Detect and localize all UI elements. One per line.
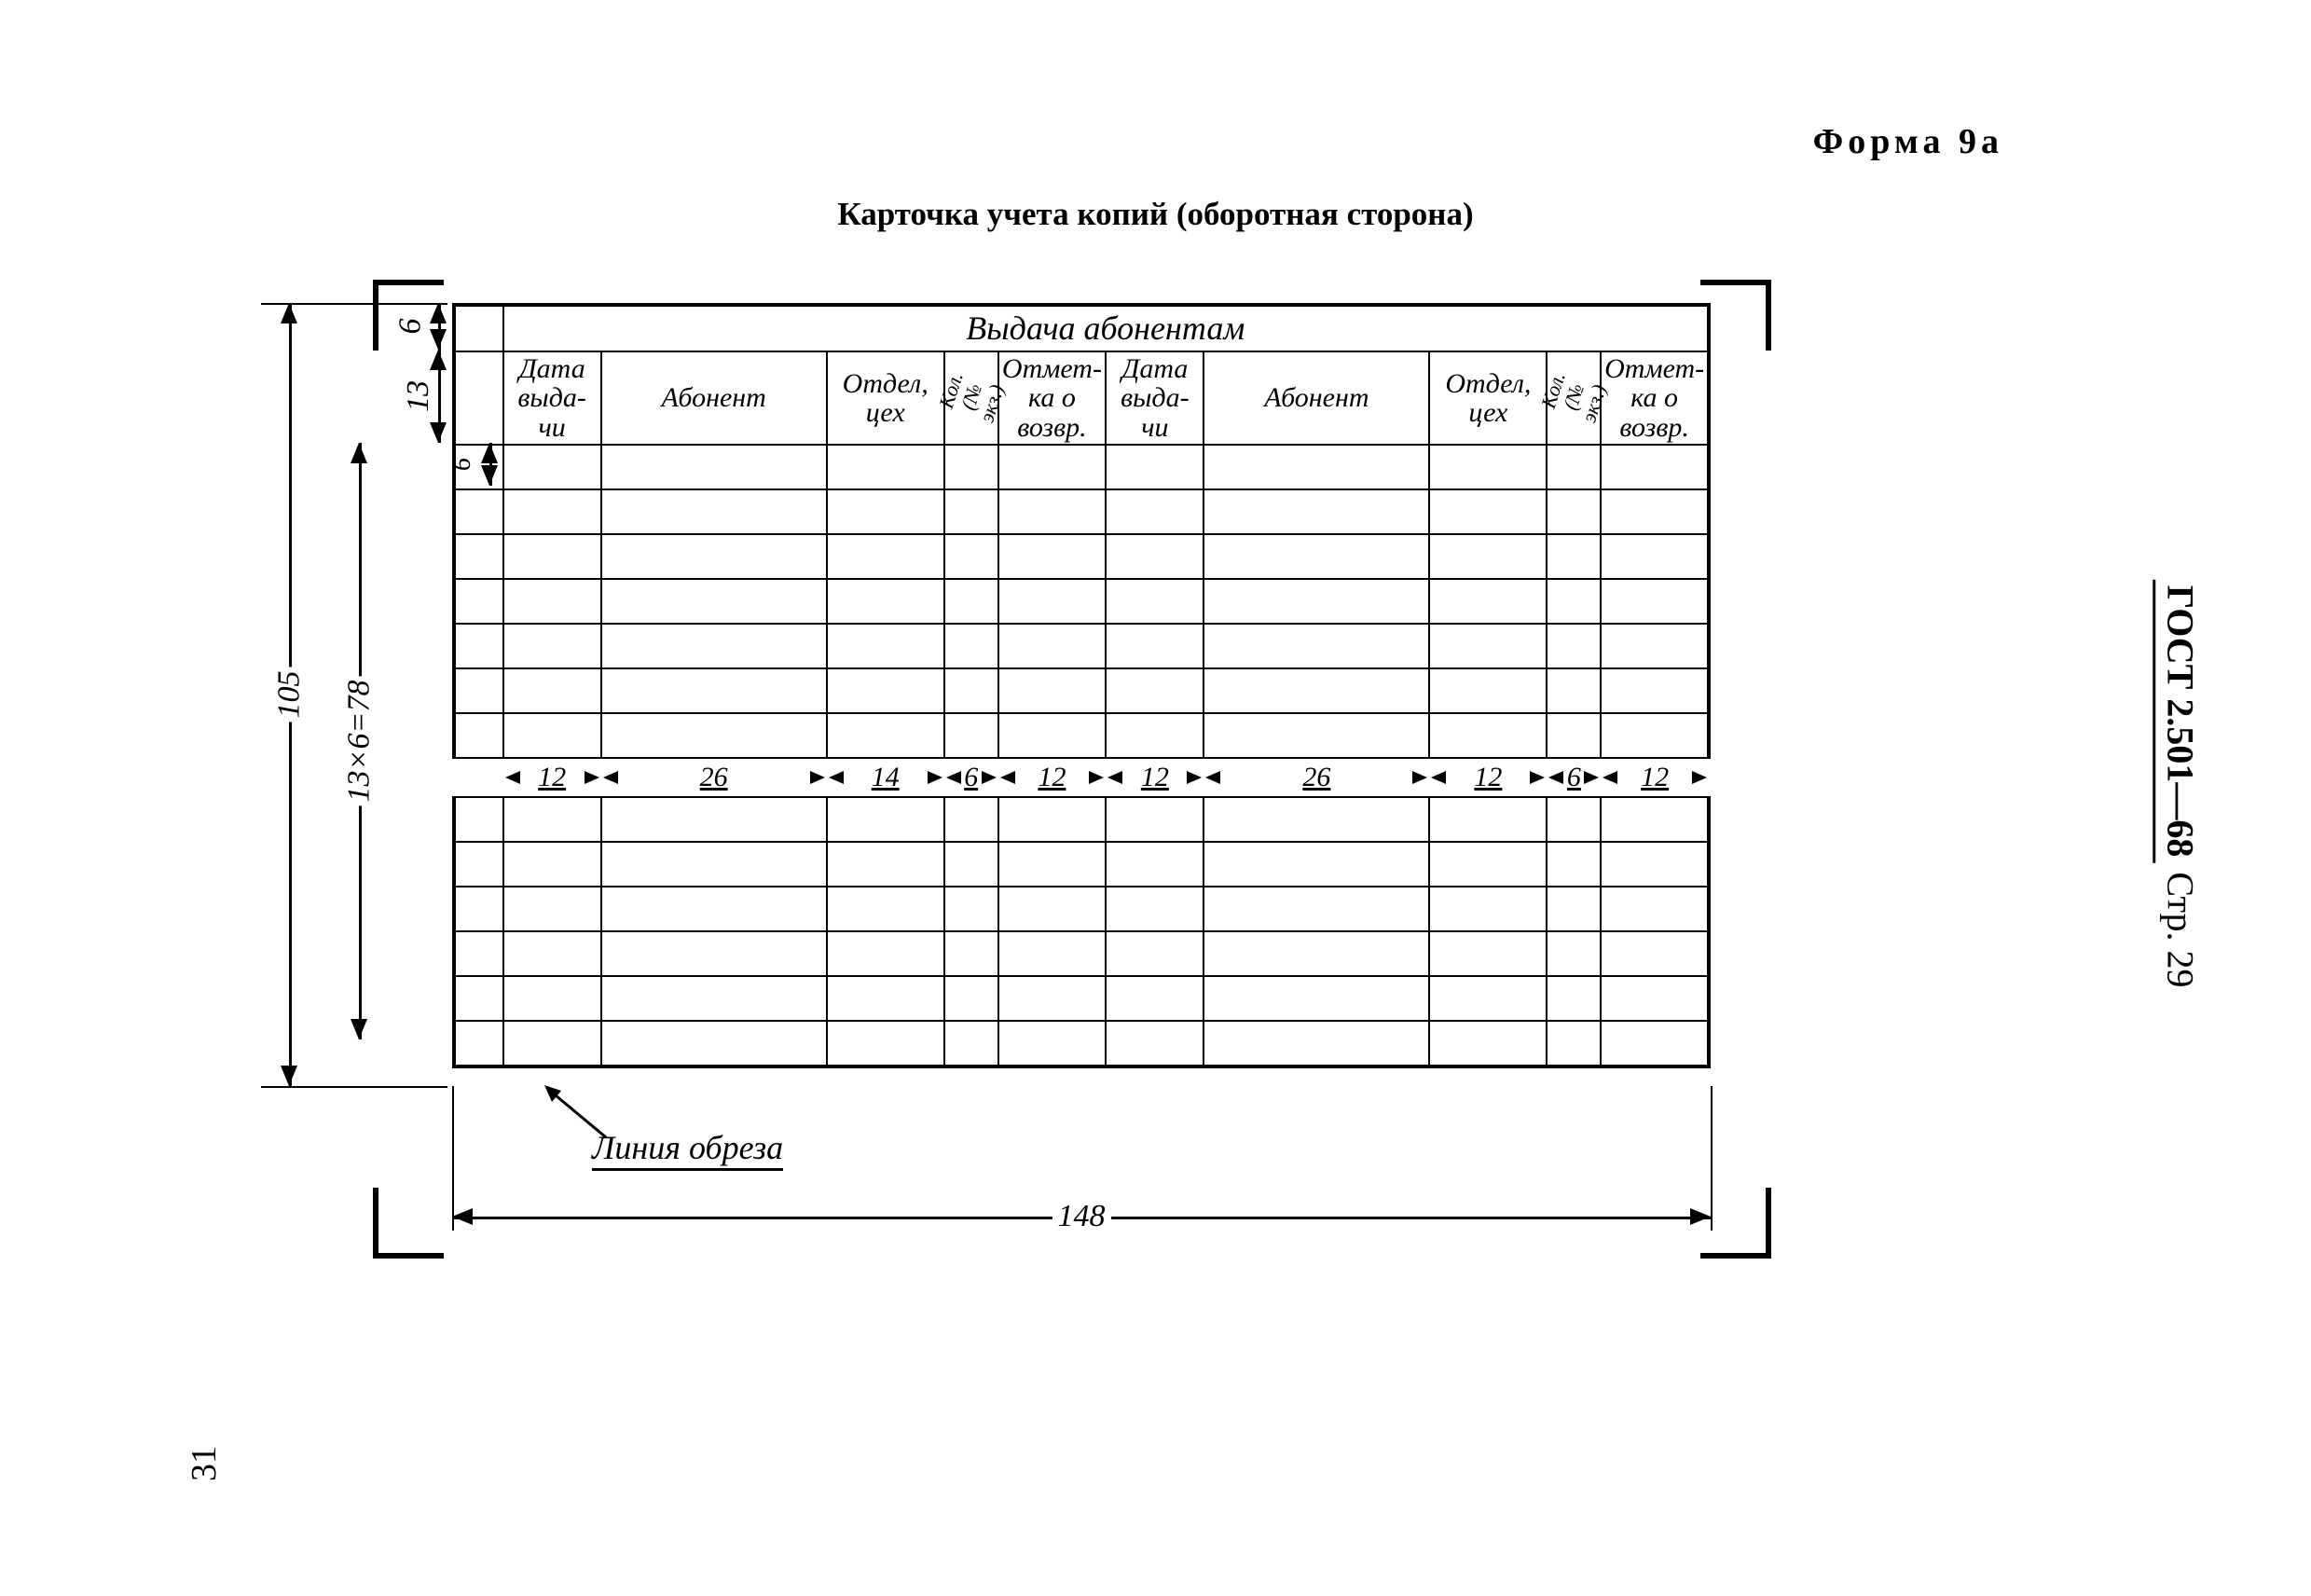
col-header: Отмет- ка о возвр. bbox=[998, 351, 1107, 445]
col-header: Абонент bbox=[601, 351, 827, 445]
dim-body-rows: 13×6=78 bbox=[340, 443, 378, 1039]
col-header: Кол. (№ экз.) bbox=[944, 351, 998, 445]
col-header: Отдел, цех bbox=[1429, 351, 1547, 445]
dim-header-row: 13 bbox=[420, 350, 457, 443]
page-number: 31 bbox=[184, 1446, 225, 1481]
col-dim: 12 bbox=[503, 758, 601, 797]
col-header: Абонент bbox=[1204, 351, 1429, 445]
stub-cell bbox=[454, 351, 503, 445]
drawing-stage: Выдача абонентам Дата выда- чи Абонент О… bbox=[373, 280, 1771, 1259]
col-dim: 14 bbox=[827, 758, 944, 797]
dim-first-body-row: 6 bbox=[471, 443, 508, 486]
card-table: Выдача абонентам Дата выда- чи Абонент О… bbox=[452, 303, 1711, 1068]
col-dim: 12 bbox=[1601, 758, 1709, 797]
col-dim: 6 bbox=[1547, 758, 1601, 797]
col-dim: 12 bbox=[998, 758, 1107, 797]
col-dim: 6 bbox=[944, 758, 998, 797]
form-drawing: Выдача абонентам Дата выда- чи Абонент О… bbox=[452, 303, 1711, 1068]
cut-line-label: Линия обреза bbox=[592, 1128, 783, 1167]
table-title: Выдача абонентам bbox=[503, 305, 1709, 351]
leader-arrow-icon bbox=[541, 1081, 615, 1147]
col-header: Отдел, цех bbox=[827, 351, 944, 445]
col-dim: 12 bbox=[1106, 758, 1204, 797]
col-dim: 26 bbox=[1204, 758, 1429, 797]
col-header: Кол. (№ экз.) bbox=[1547, 351, 1601, 445]
col-header: Дата выда- чи bbox=[503, 351, 601, 445]
dim-overall-height: 105 bbox=[270, 303, 308, 1086]
col-dim: 26 bbox=[601, 758, 827, 797]
crop-mark bbox=[373, 1188, 444, 1259]
form-label: Форма 9а bbox=[1813, 121, 2003, 162]
crop-mark bbox=[1700, 280, 1771, 351]
col-dim: 12 bbox=[1429, 758, 1547, 797]
dim-title-row: 6 bbox=[420, 303, 457, 350]
stub-cell bbox=[454, 305, 503, 351]
dim-overall-width: 148 bbox=[452, 1198, 1711, 1235]
col-header: Дата выда- чи bbox=[1106, 351, 1204, 445]
standard-ref: ГОСТ 2.501—68 Стр. 29 bbox=[2159, 580, 2203, 988]
page: Форма 9а Карточка учета копий (оборотная… bbox=[0, 0, 2311, 1596]
document-title: Карточка учета копий (оборотная сторона) bbox=[837, 196, 1473, 233]
col-header: Отмет- ка о возвр. bbox=[1601, 351, 1709, 445]
